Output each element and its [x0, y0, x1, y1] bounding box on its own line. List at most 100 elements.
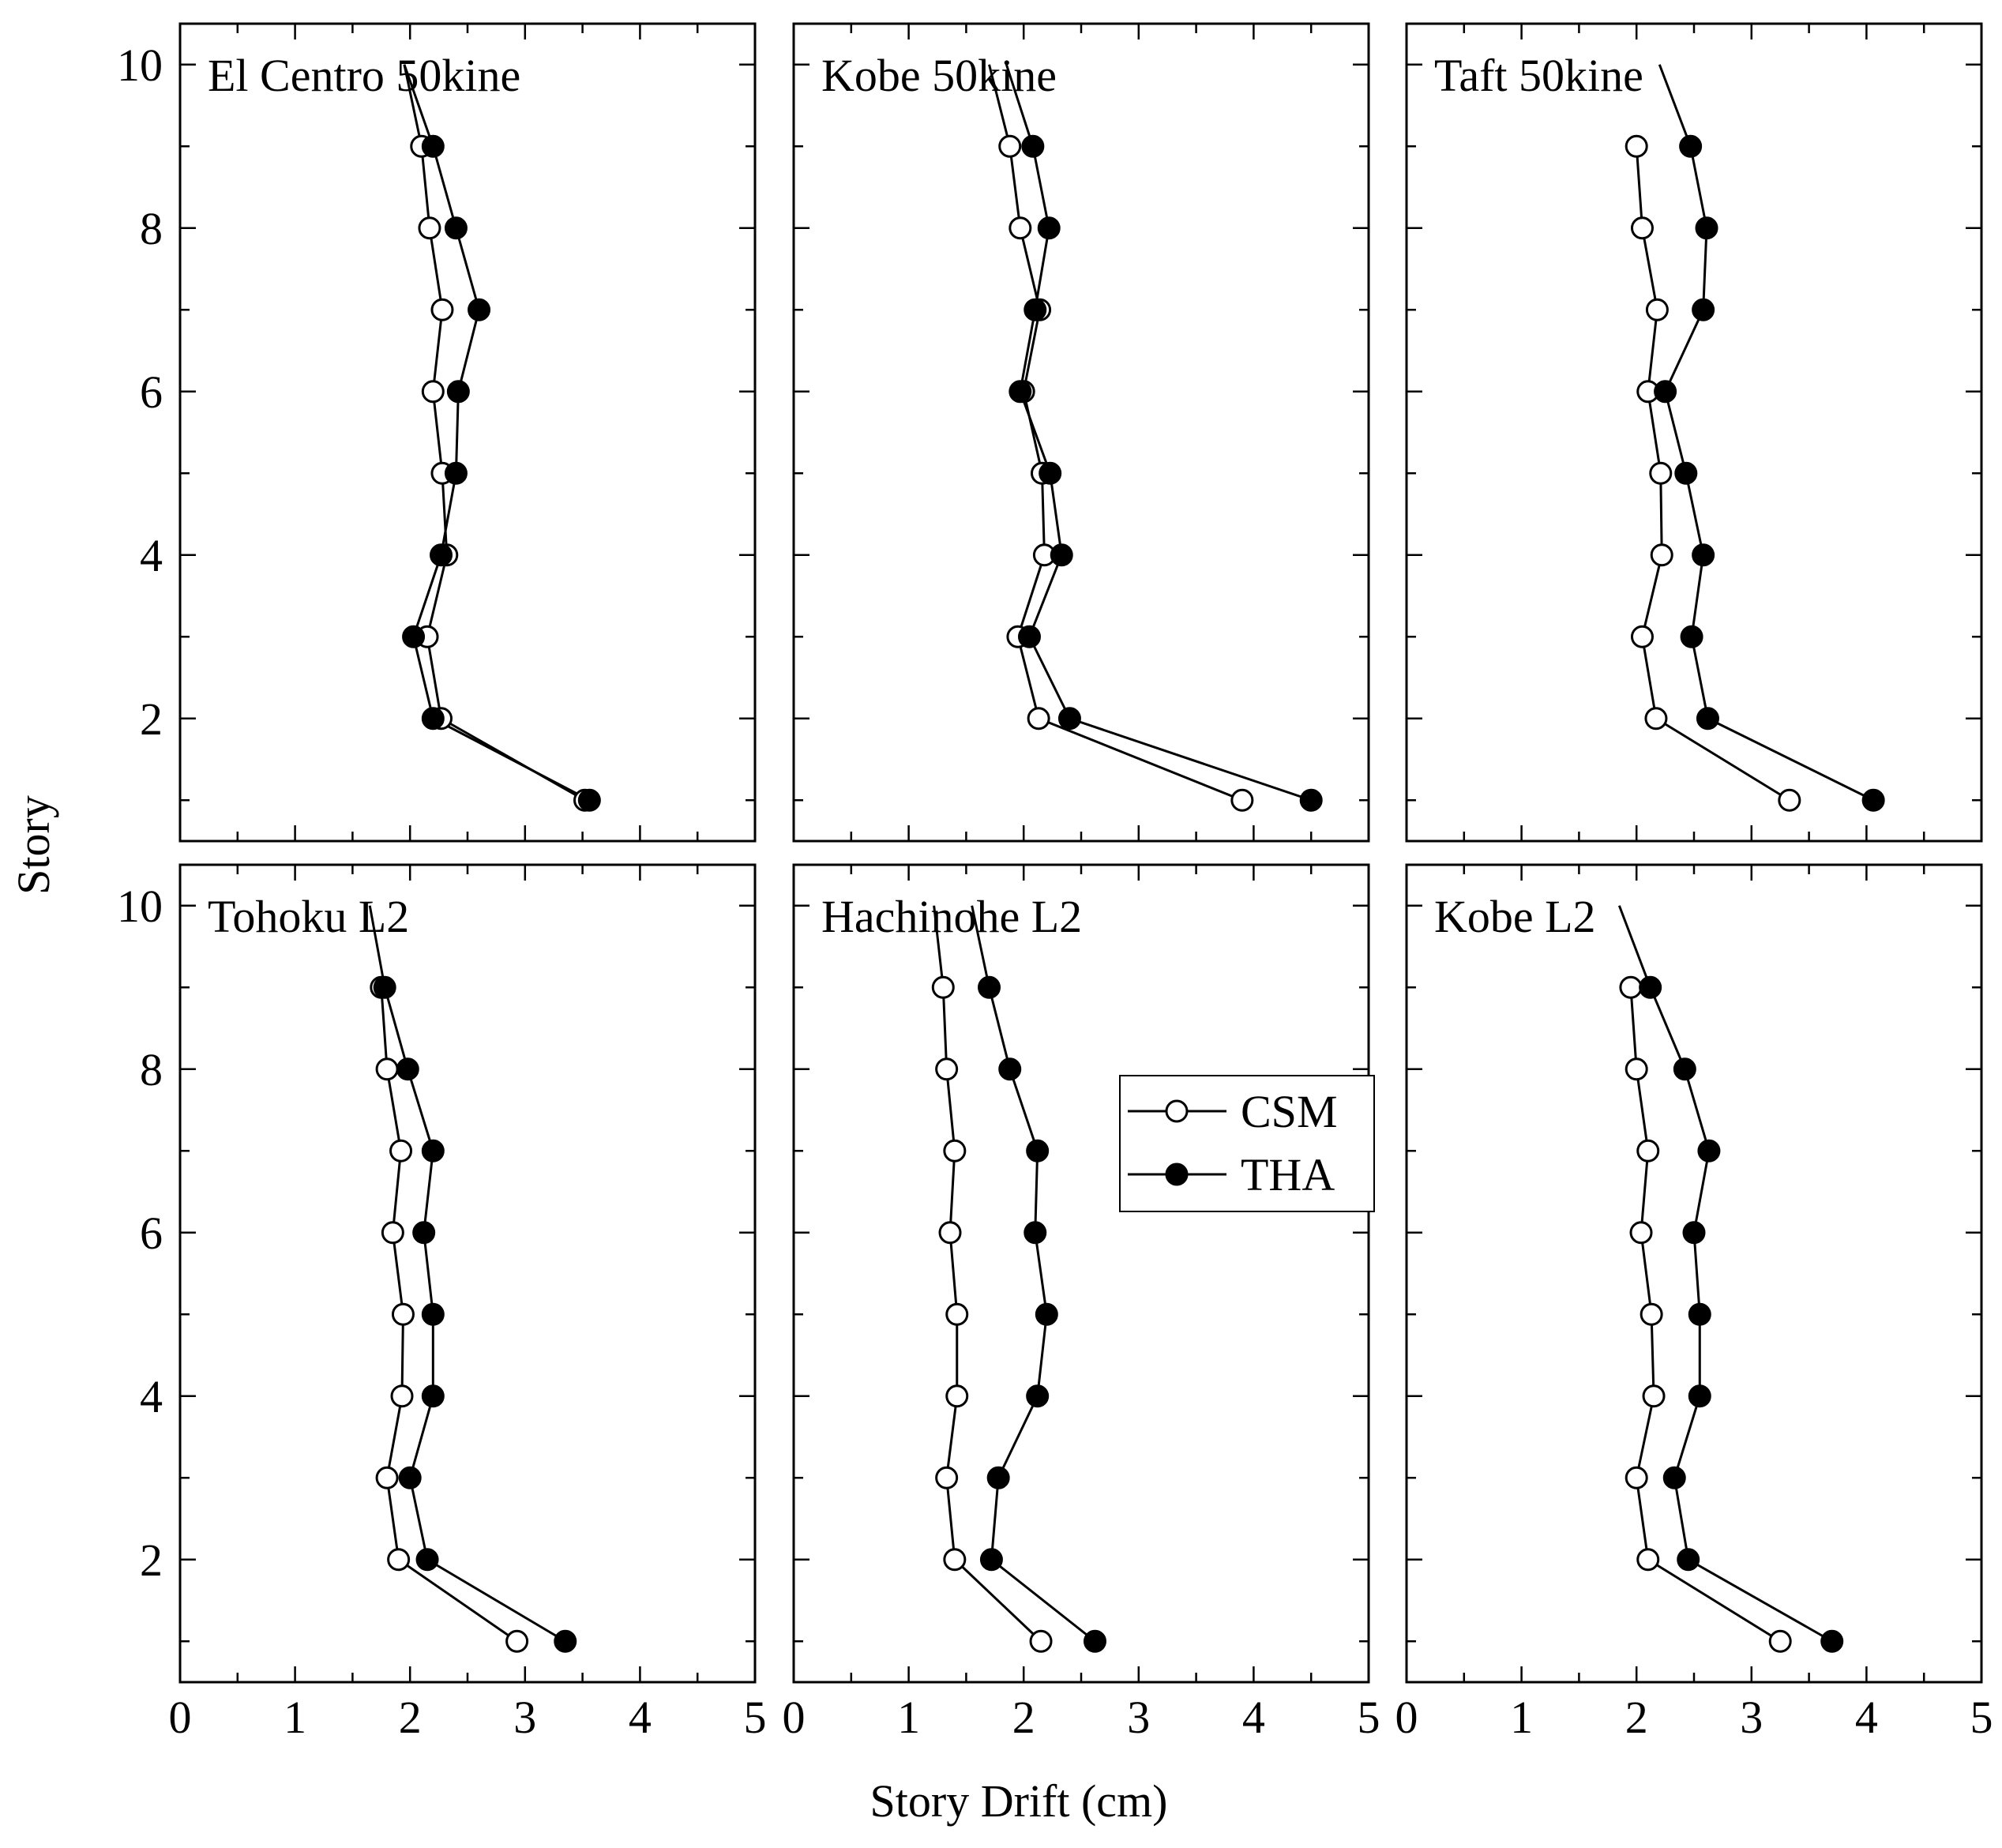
- data-point-csm: [375, 1057, 399, 1081]
- legend: CSM THA: [1119, 1075, 1375, 1212]
- data-point-csm: [1009, 216, 1032, 240]
- y-tick-label: 4: [140, 530, 163, 581]
- data-point-tha: [1674, 461, 1698, 485]
- x-tick-label: 0: [1395, 1692, 1418, 1743]
- y-tick-label: 10: [117, 881, 163, 932]
- plot-area: [1625, 64, 1885, 812]
- x-tick-label: 1: [284, 1692, 306, 1743]
- data-point-csm: [1619, 975, 1643, 999]
- series-line-tha: [1617, 905, 1833, 1643]
- data-point-tha: [1021, 134, 1045, 158]
- data-point-csm: [998, 134, 1022, 158]
- legend-label-tha: THA: [1241, 1149, 1335, 1200]
- data-point-csm: [1642, 1384, 1666, 1408]
- data-point-csm: [1768, 1629, 1792, 1653]
- panel-2: Kobe 50kine: [792, 22, 1370, 843]
- y-tick-label: 8: [140, 203, 163, 254]
- panel-frame: [178, 863, 757, 1684]
- data-point-tha: [398, 1466, 422, 1489]
- data-point-tha: [1692, 543, 1715, 567]
- data-point-tha: [1696, 707, 1719, 731]
- data-point-tha: [1677, 1548, 1700, 1572]
- data-point-csm: [1778, 788, 1801, 812]
- data-point-csm: [931, 975, 955, 999]
- data-point-csm: [1649, 461, 1673, 485]
- data-point-tha: [1024, 298, 1047, 321]
- x-tick-label: 5: [1358, 1692, 1380, 1743]
- data-point-csm: [375, 1466, 399, 1489]
- data-point-csm: [1625, 134, 1648, 158]
- data-point-csm: [390, 1384, 414, 1408]
- data-point-tha: [1639, 975, 1662, 999]
- data-point-tha: [446, 380, 470, 404]
- data-point-tha: [430, 543, 453, 567]
- data-point-tha: [412, 1221, 436, 1245]
- data-point-tha: [1035, 1302, 1058, 1326]
- data-point-tha: [998, 1057, 1022, 1081]
- data-point-csm: [418, 216, 441, 240]
- panel-frame: [792, 863, 1370, 1684]
- x-tick-label: 2: [1012, 1692, 1035, 1743]
- y-axis-label: Story: [8, 795, 59, 895]
- data-point-tha: [1050, 543, 1073, 567]
- data-point-csm: [935, 1057, 959, 1081]
- panel-title: Hachinohe L2: [821, 891, 1082, 942]
- data-point-tha: [444, 461, 468, 485]
- panel-5: 0 1 2 3 4 5 Hachinohe L2: [783, 863, 1380, 1743]
- x-tick-label: 4: [1855, 1692, 1878, 1743]
- data-point-tha: [1026, 1139, 1050, 1163]
- x-tick-label: 3: [513, 1692, 536, 1743]
- data-point-tha: [1017, 625, 1041, 648]
- y-tick-label: 6: [140, 366, 163, 418]
- data-point-csm: [1629, 1221, 1653, 1245]
- panel-4: 0 1 2 3 4 5 2 4 6 8 10 Tohoku L2: [117, 863, 767, 1743]
- legend-label-csm: CSM: [1241, 1086, 1338, 1137]
- data-point-tha: [986, 1466, 1010, 1489]
- x-tick-label: 2: [399, 1692, 422, 1743]
- data-point-tha: [1680, 625, 1703, 648]
- x-tick-label: 4: [1242, 1692, 1265, 1743]
- x-tick-label: 3: [1127, 1692, 1150, 1743]
- data-point-tha: [1695, 216, 1718, 240]
- series-line-tha: [971, 905, 1096, 1643]
- data-point-csm: [389, 1139, 413, 1163]
- data-point-tha: [1024, 1221, 1047, 1245]
- data-point-tha: [1654, 380, 1677, 404]
- data-point-csm: [505, 1629, 529, 1653]
- data-point-csm: [1029, 1629, 1053, 1653]
- plot-area: [931, 905, 1106, 1653]
- panel-6: 0 1 2 3 4 5 Kobe L2: [1395, 863, 1993, 1743]
- data-point-tha: [444, 216, 468, 240]
- x-tick-label: 0: [783, 1692, 806, 1743]
- data-point-csm: [430, 298, 454, 321]
- data-point-tha: [1057, 707, 1081, 731]
- data-point-tha: [1697, 1139, 1721, 1163]
- data-point-csm: [1645, 298, 1669, 321]
- data-point-tha: [468, 298, 491, 321]
- data-point-tha: [415, 1548, 439, 1572]
- series-line-csm: [988, 64, 1243, 802]
- y-tick-label: 10: [117, 39, 163, 91]
- y-tick-label: 2: [140, 1534, 163, 1586]
- panel-title: Taft 50kine: [1434, 50, 1643, 101]
- panel-1: 2 4 6 8 10 El Centro 50kine: [117, 22, 757, 843]
- x-tick-label: 0: [169, 1692, 192, 1743]
- x-tick-label: 3: [1740, 1692, 1763, 1743]
- data-point-tha: [1820, 1629, 1844, 1653]
- data-point-csm: [945, 1384, 969, 1408]
- x-tick-label: 4: [629, 1692, 652, 1743]
- x-tick-label: 5: [744, 1692, 767, 1743]
- plot-area: [1617, 905, 1844, 1653]
- data-point-csm: [381, 1221, 404, 1245]
- data-point-tha: [421, 134, 445, 158]
- series-line-tha: [368, 905, 566, 1643]
- data-point-tha: [1299, 788, 1323, 812]
- series-line-csm: [403, 64, 586, 802]
- series-line-tha: [1658, 64, 1874, 802]
- data-point-csm: [1625, 1057, 1648, 1081]
- data-point-tha: [978, 975, 1001, 999]
- data-point-tha: [577, 788, 601, 812]
- data-point-tha: [1039, 461, 1062, 485]
